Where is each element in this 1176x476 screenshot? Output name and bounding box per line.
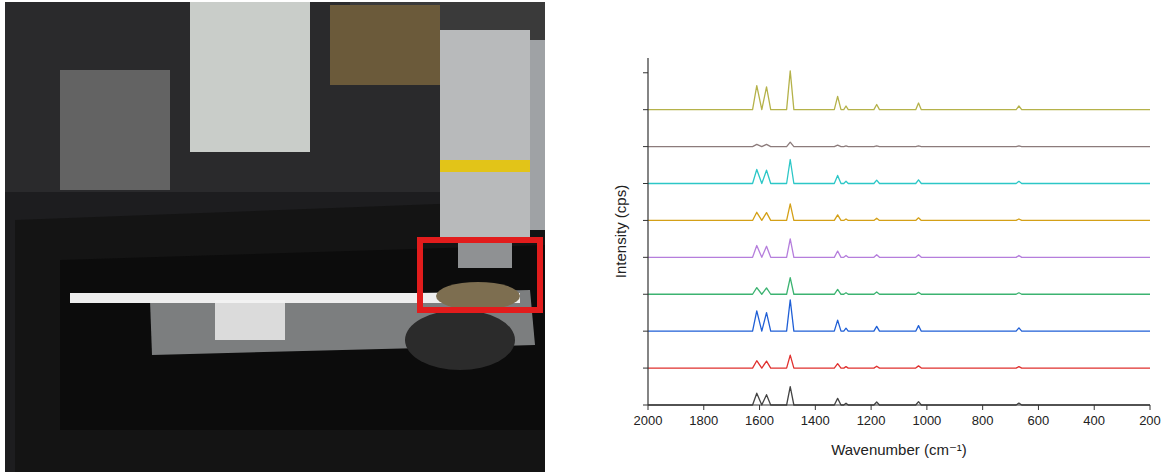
x-tick-label: 1000 (912, 413, 941, 428)
y-axis-title: Intensity (cps) (612, 185, 629, 278)
highlight-box (420, 240, 540, 310)
stage-plate (60, 245, 545, 430)
spectrum-line (648, 160, 1150, 184)
x-tick-label: 2000 (634, 413, 663, 428)
y-tick (643, 294, 648, 295)
stage-hole (405, 310, 515, 370)
y-tick (643, 220, 648, 221)
objective-2 (530, 40, 545, 230)
stage (15, 200, 545, 472)
objective-ring (440, 160, 530, 172)
spectrum-line (648, 142, 1150, 146)
tape (215, 300, 285, 340)
x-tick-label: 1600 (745, 413, 774, 428)
series-group (648, 71, 1150, 405)
x-tick-label: 600 (1028, 413, 1050, 428)
y-tick (643, 331, 648, 332)
photo-column (190, 2, 310, 152)
y-tick (643, 368, 648, 369)
y-tick (643, 405, 648, 406)
x-tick (871, 405, 872, 410)
x-tick (926, 405, 927, 410)
figure: 2000 1800 1600 1400 1200 1000 800 600 400 200 Wave… (0, 0, 1176, 476)
x-axis-title: Wavenumber (cm⁻¹) (831, 441, 967, 458)
photo-background (5, 2, 545, 472)
y-tick (643, 183, 648, 184)
x-tick-label: 800 (972, 413, 994, 428)
objective-3 (330, 5, 440, 85)
x-tick-label: 200 (1139, 413, 1161, 428)
x-tick-label: 1400 (801, 413, 830, 428)
objective-tip (458, 240, 512, 268)
y-tick (643, 146, 648, 147)
x-tick-label: 1200 (857, 413, 886, 428)
x-axis-line (648, 404, 1150, 405)
x-tick (703, 405, 704, 410)
x-tick (815, 405, 816, 410)
x-tick (648, 405, 649, 410)
spectrum-line (648, 300, 1150, 331)
spectrum-line (648, 204, 1150, 221)
x-tick-label: 400 (1083, 413, 1105, 428)
chart: 2000 1800 1600 1400 1200 1000 800 600 400 200 Wave… (612, 58, 1161, 458)
spectrum-line (648, 387, 1150, 405)
swab-tip (436, 282, 520, 310)
spectrum-line (648, 355, 1150, 368)
spectrum-line (648, 239, 1150, 257)
photo (5, 2, 545, 472)
x-tick (982, 405, 983, 410)
photo-object (60, 70, 170, 190)
spectrum-line (648, 71, 1150, 110)
x-tick (1094, 405, 1095, 410)
y-tick (643, 72, 648, 73)
y-tick (643, 109, 648, 110)
y-tick (643, 257, 648, 258)
x-tick (759, 405, 760, 410)
objective (440, 30, 530, 240)
x-tick-label: 1800 (689, 413, 718, 428)
x-tick (1150, 405, 1151, 410)
x-tick (1038, 405, 1039, 410)
spectrum-line (648, 278, 1150, 295)
